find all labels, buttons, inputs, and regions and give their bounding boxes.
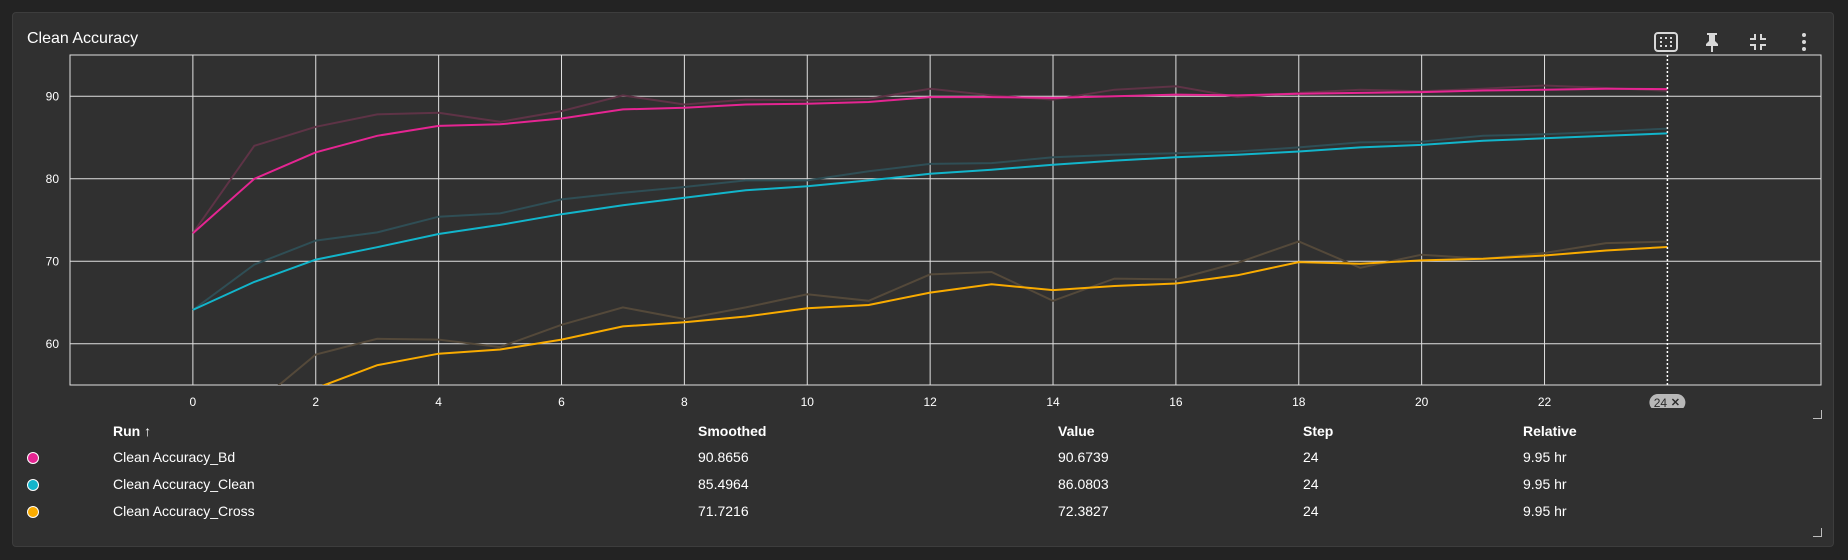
legend-row[interactable]: Clean Accuracy_Cross 71.7216 72.3827 24 9.95… [27, 497, 1723, 524]
legend-header-run[interactable]: Run ↑ [113, 423, 152, 439]
legend-header-relative[interactable]: Relative [1523, 423, 1577, 439]
legend-row[interactable]: Clean Accuracy_Bd 90.8656 90.6739 24 9.95 hr [27, 443, 1723, 470]
more-vert-icon [1802, 33, 1806, 51]
legend-step: 24 [1303, 475, 1319, 492]
x-tick-label: 20 [1415, 395, 1429, 408]
y-tick-label: 90 [46, 89, 60, 103]
legend-relative: 9.95 hr [1523, 448, 1567, 465]
legend-color-cell [27, 497, 113, 524]
panel-title: Clean Accuracy [27, 30, 139, 47]
legend-step: 24 [1303, 448, 1319, 465]
legend-header-color [27, 419, 113, 443]
legend-smoothed: 85.4964 [698, 475, 749, 492]
x-tick-label: 10 [801, 395, 815, 408]
raw-series-line [192, 127, 1668, 311]
series-color-dot [27, 478, 39, 491]
legend-header-smoothed[interactable]: Smoothed [698, 423, 767, 439]
x-tick-label: 4 [435, 395, 442, 408]
legend-header-value[interactable]: Value [1058, 423, 1095, 439]
x-tick-label: 6 [558, 395, 565, 408]
collapse-button[interactable] [1743, 27, 1773, 57]
legend-run: Clean Accuracy_Bd [113, 448, 236, 465]
series-group [192, 84, 1668, 385]
legend-value: 72.3827 [1058, 502, 1109, 519]
legend-resize-handle[interactable] [1813, 528, 1822, 537]
y-tick-label: 80 [46, 172, 60, 186]
legend-relative: 9.95 hr [1523, 502, 1567, 519]
legend-table: Run ↑ Smoothed Value Step Relative Clean… [27, 419, 1723, 524]
x-tick-label: 8 [681, 395, 688, 408]
plot-frame [69, 54, 1822, 386]
x-tick-label: 18 [1292, 395, 1306, 408]
legend-header-row: Run ↑ Smoothed Value Step Relative [27, 419, 1723, 443]
smoothed-series-line [321, 246, 1668, 385]
fit-domain-icon [1654, 32, 1678, 52]
legend-relative: 9.95 hr [1523, 475, 1567, 492]
step-badge-bg [1649, 394, 1686, 408]
x-tick-label: 12 [923, 395, 937, 408]
legend-smoothed: 71.7216 [698, 502, 749, 519]
series-color-dot [27, 451, 39, 464]
legend-header-step[interactable]: Step [1303, 423, 1334, 439]
step-cursor-badge: 24 [1649, 394, 1686, 408]
legend-value: 90.6739 [1058, 448, 1109, 465]
series-color-dot [27, 505, 39, 518]
pin-button[interactable] [1697, 27, 1727, 57]
smoothed-series-line [192, 132, 1668, 311]
legend-smoothed: 90.8656 [698, 448, 749, 465]
y-tick-label: 60 [46, 337, 60, 351]
legend-color-cell [27, 443, 113, 470]
pin-icon [1706, 33, 1718, 52]
chart-card: Clean Accuracy [12, 12, 1834, 547]
x-tick-label: 22 [1538, 395, 1552, 408]
collapse-icon [1750, 34, 1766, 50]
raw-series-line [277, 240, 1668, 385]
x-tick-label: 0 [190, 395, 197, 408]
x-tick-label: 14 [1046, 395, 1060, 408]
x-tick-label: 2 [312, 395, 319, 408]
fit-domain-button[interactable] [1651, 27, 1681, 57]
step-badge-close-icon [1671, 398, 1679, 406]
chart-resize-handle[interactable] [1813, 410, 1822, 419]
x-tick-label: 16 [1169, 395, 1183, 408]
legend-step: 24 [1303, 502, 1319, 519]
y-tick-label: 70 [46, 254, 60, 268]
step-badge-label: 24 [1654, 396, 1668, 408]
legend-run: Clean Accuracy_Clean [113, 475, 255, 492]
panel-toolbar [1651, 27, 1819, 57]
legend-run: Clean Accuracy_Cross [113, 502, 255, 519]
smoothed-series-line [192, 87, 1668, 234]
legend-value: 86.0803 [1058, 475, 1109, 492]
more-options-button[interactable] [1789, 27, 1819, 57]
legend-color-cell [27, 470, 113, 497]
legend-row[interactable]: Clean Accuracy_Clean 85.4964 86.0803 24 9.95… [27, 470, 1723, 497]
